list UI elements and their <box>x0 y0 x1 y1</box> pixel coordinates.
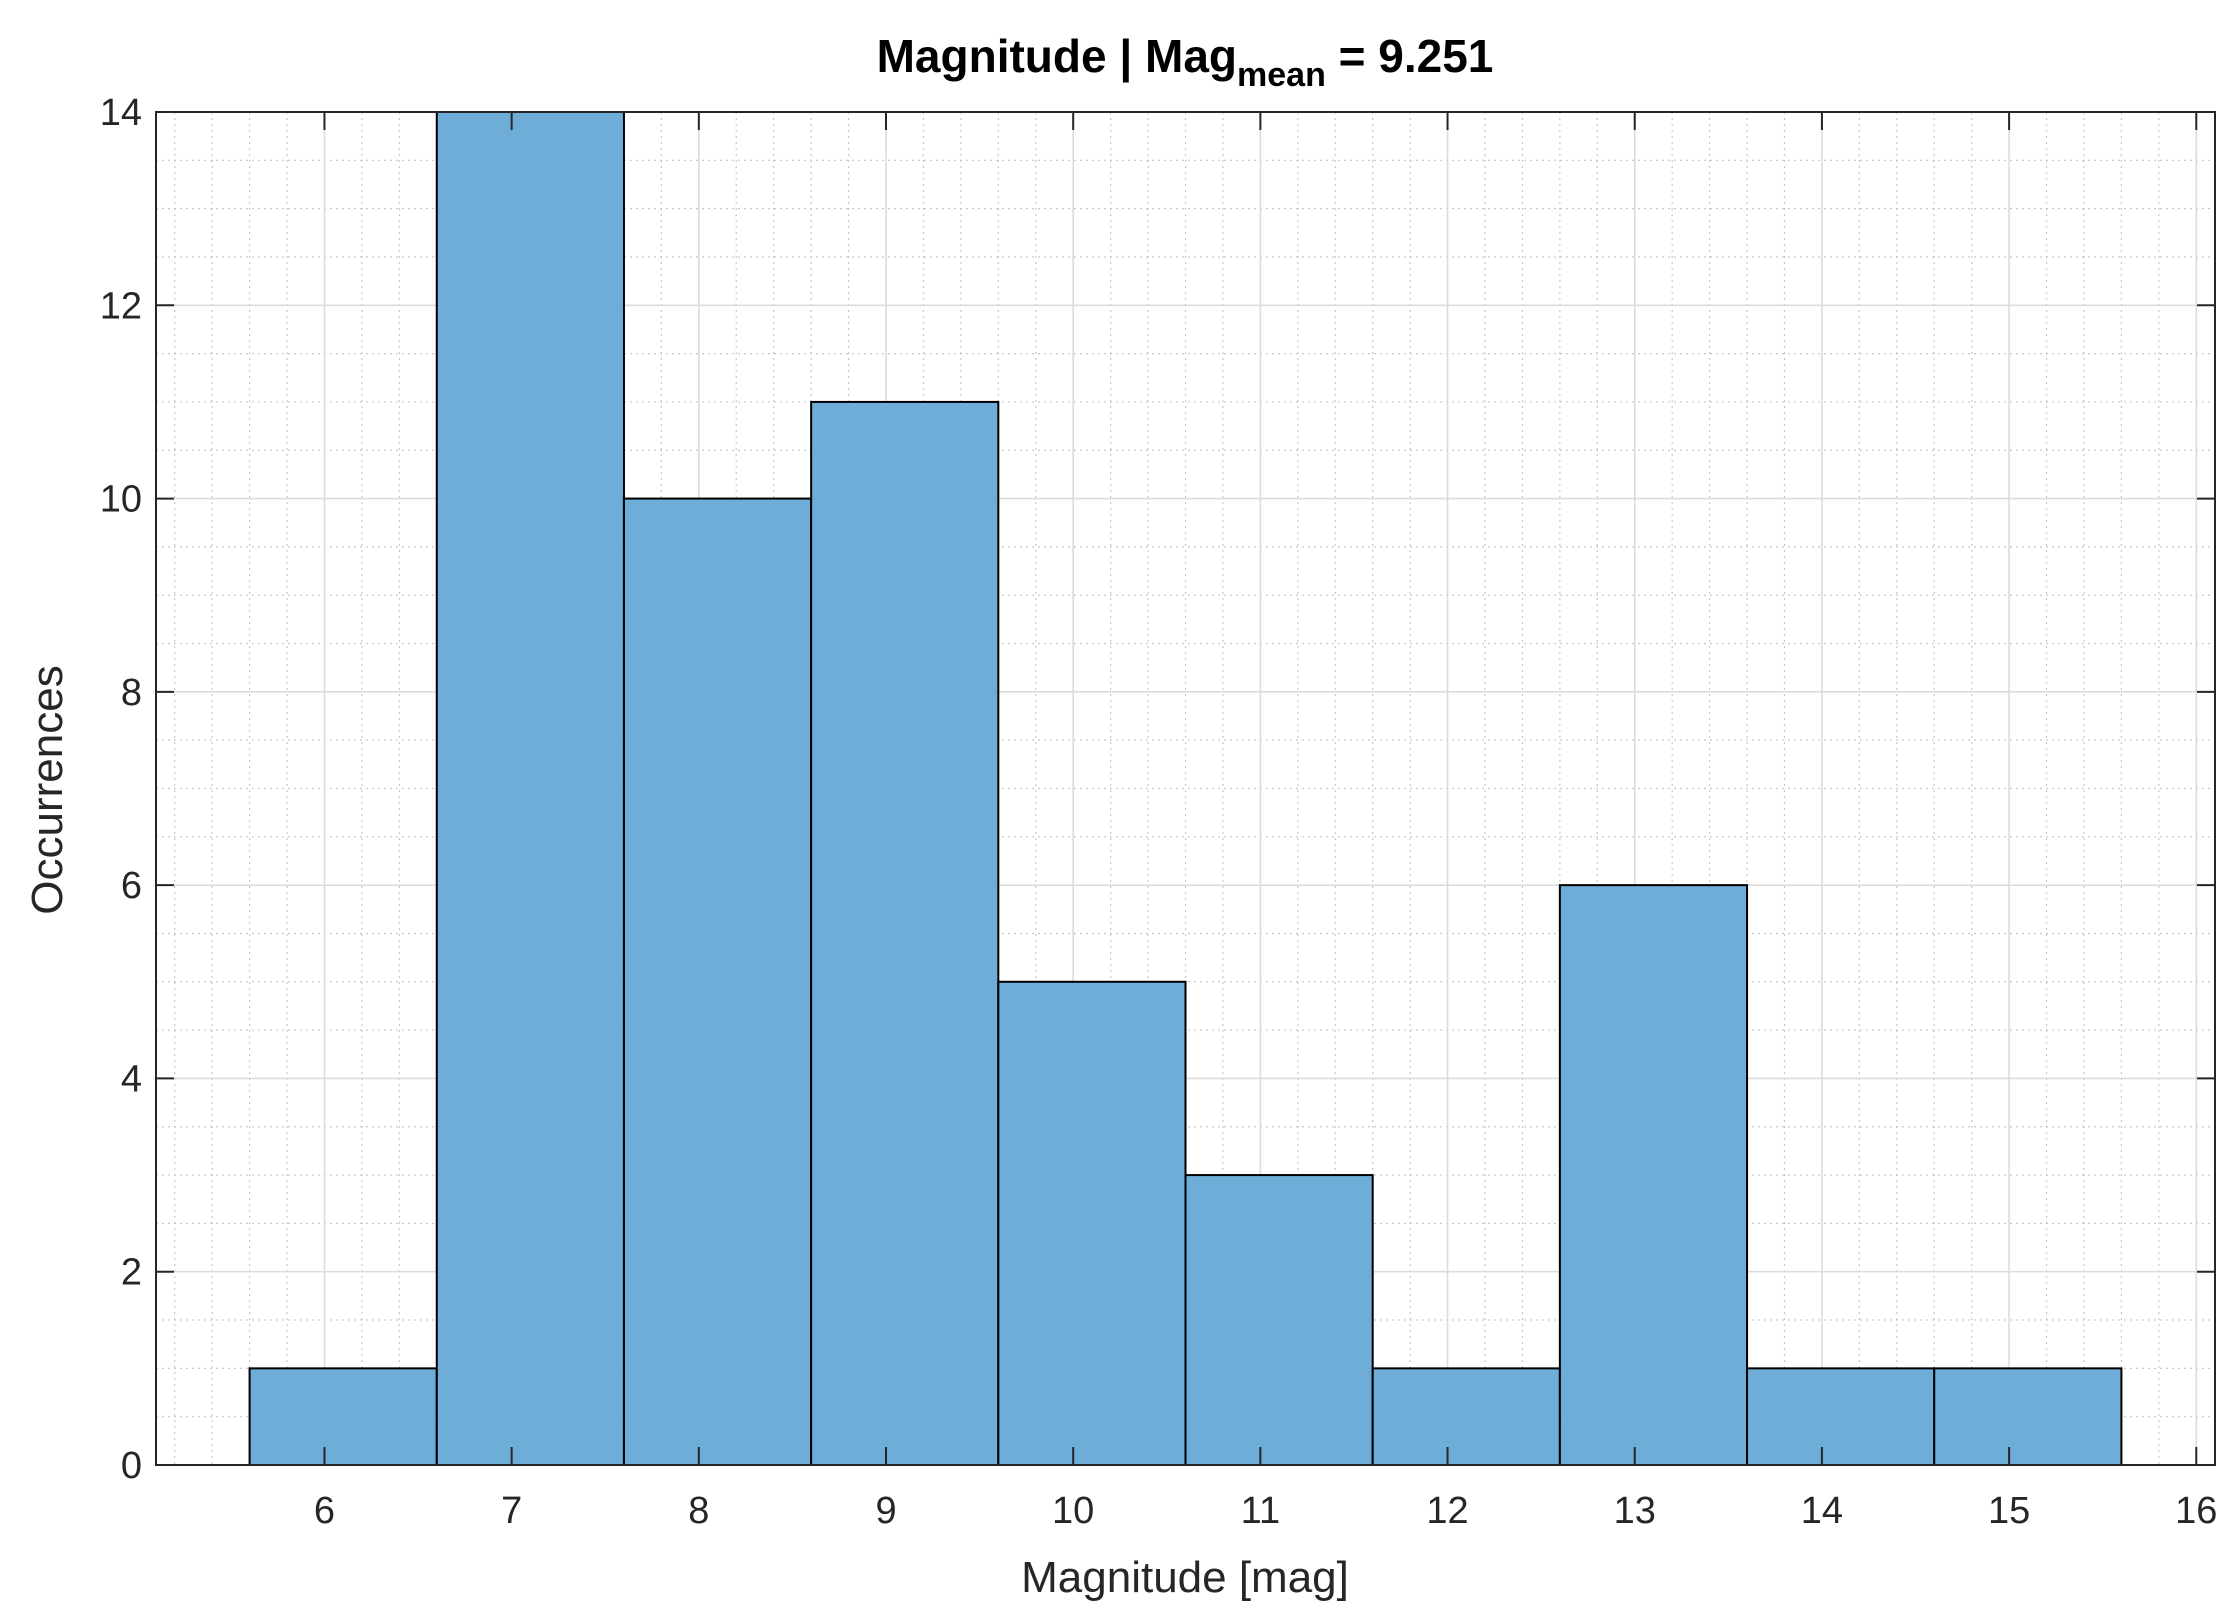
x-tick-label: 8 <box>688 1490 709 1532</box>
x-tick-label: 7 <box>501 1490 522 1532</box>
histogram-bar <box>248 1367 438 1467</box>
y-tick-label: 10 <box>100 479 142 521</box>
y-tick-label: 14 <box>100 92 142 134</box>
histogram-bar <box>1371 1367 1561 1467</box>
x-tick-label: 6 <box>314 1490 335 1532</box>
histogram-bar <box>1933 1367 2123 1467</box>
x-tick-label: 11 <box>1241 1490 1280 1532</box>
y-tick-label: 6 <box>121 865 142 907</box>
histogram-bar <box>1558 884 1749 1466</box>
chart-title: Magnitude | Magmean = 9.251 <box>877 30 1494 94</box>
chart-title-value: = 9.251 <box>1326 30 1494 82</box>
histogram-bar <box>622 497 813 1467</box>
chart-title-subscript: mean <box>1237 56 1326 94</box>
histogram-bar <box>435 111 625 1466</box>
histogram-bar <box>1184 1174 1374 1466</box>
y-tick-label: 12 <box>100 285 142 327</box>
x-tick-label: 12 <box>1426 1490 1468 1532</box>
y-tick-label: 8 <box>121 672 142 714</box>
x-tick-label: 13 <box>1614 1490 1656 1532</box>
histogram-bar <box>810 400 1000 1466</box>
x-axis-label: Magnitude [mag] <box>1021 1553 1349 1602</box>
x-tick-label: 14 <box>1801 1490 1843 1532</box>
x-tick-label: 15 <box>1988 1490 2030 1532</box>
y-tick-label: 2 <box>121 1252 142 1294</box>
histogram-bar <box>997 980 1187 1466</box>
y-tick-label: 4 <box>121 1058 142 1100</box>
y-tick-labels: 0 2 4 6 8 10 12 14 <box>100 92 142 1487</box>
axis-ticks <box>156 111 2215 1466</box>
x-tick-label: 10 <box>1052 1490 1094 1532</box>
y-axis-label: Occurrences <box>23 665 72 914</box>
axes-box <box>155 111 2216 1466</box>
histogram-bars <box>248 111 2123 1467</box>
x-tick-label: 16 <box>2175 1490 2217 1532</box>
x-tick-labels: 6 7 8 9 10 11 12 13 14 15 16 <box>314 1490 2218 1532</box>
x-tick-label: 9 <box>875 1490 896 1532</box>
histogram-bar <box>1746 1367 1936 1467</box>
y-tick-label: 0 <box>121 1445 142 1487</box>
